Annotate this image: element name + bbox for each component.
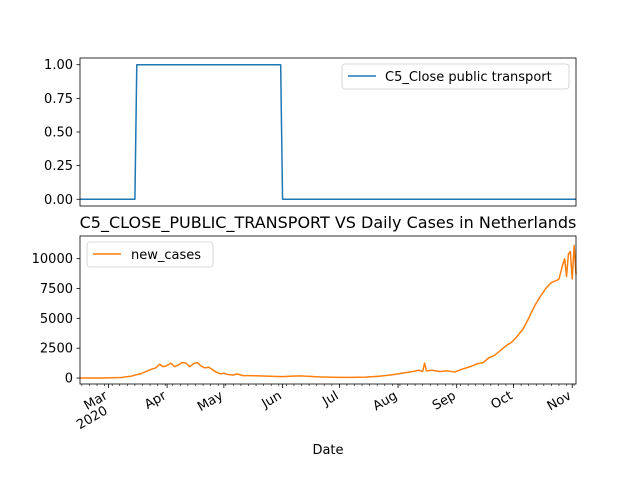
top-legend-box (341, 63, 570, 90)
top-y-ticks: 0.00 0.25 0.50 0.75 1.00 (44, 58, 80, 208)
panel-bottom: C5_CLOSE_PUBLIC_TRANSPORT VS Daily Cases… (32, 213, 577, 458)
bottom-y-tick-label: 5000 (40, 312, 73, 327)
top-y-tick-label: 0.00 (44, 193, 73, 208)
bottom-y-tick-label: 0 (65, 372, 73, 387)
bottom-x-tick-label: Jul (319, 388, 341, 409)
top-y-tick-label: 0.75 (44, 92, 73, 107)
top-y-tick-label: 0.25 (44, 159, 73, 174)
bottom-series-line (80, 244, 577, 379)
panel-top: 0.00 0.25 0.50 0.75 1.00 C5_Close public tra… (44, 57, 577, 208)
top-legend-label: C5_Close public transport (385, 70, 552, 85)
bottom-axes-frame (79, 235, 577, 385)
bottom-legend: new_cases (86, 241, 214, 268)
bottom-legend-label: new_cases (131, 248, 201, 263)
top-legend: C5_Close public transport (341, 63, 570, 90)
top-y-tick-label: 1.00 (44, 58, 73, 73)
top-series-line (80, 63, 576, 201)
bottom-y-tick-label: 2500 (40, 342, 73, 357)
bottom-x-axis-label: Date (312, 443, 343, 458)
bottom-y-tick-label: 10000 (32, 252, 73, 267)
bottom-series-lines (80, 244, 577, 379)
bottom-legend-box (86, 241, 214, 268)
top-y-tick-label: 0.50 (44, 126, 73, 141)
top-axes-frame (79, 57, 577, 207)
bottom-chart-title: C5_CLOSE_PUBLIC_TRANSPORT VS Daily Cases… (80, 213, 577, 233)
top-series-lines (80, 63, 576, 201)
bottom-y-tick-label: 7500 (40, 282, 73, 297)
bottom-y-ticks: 0 2500 5000 7500 10000 (32, 252, 80, 387)
